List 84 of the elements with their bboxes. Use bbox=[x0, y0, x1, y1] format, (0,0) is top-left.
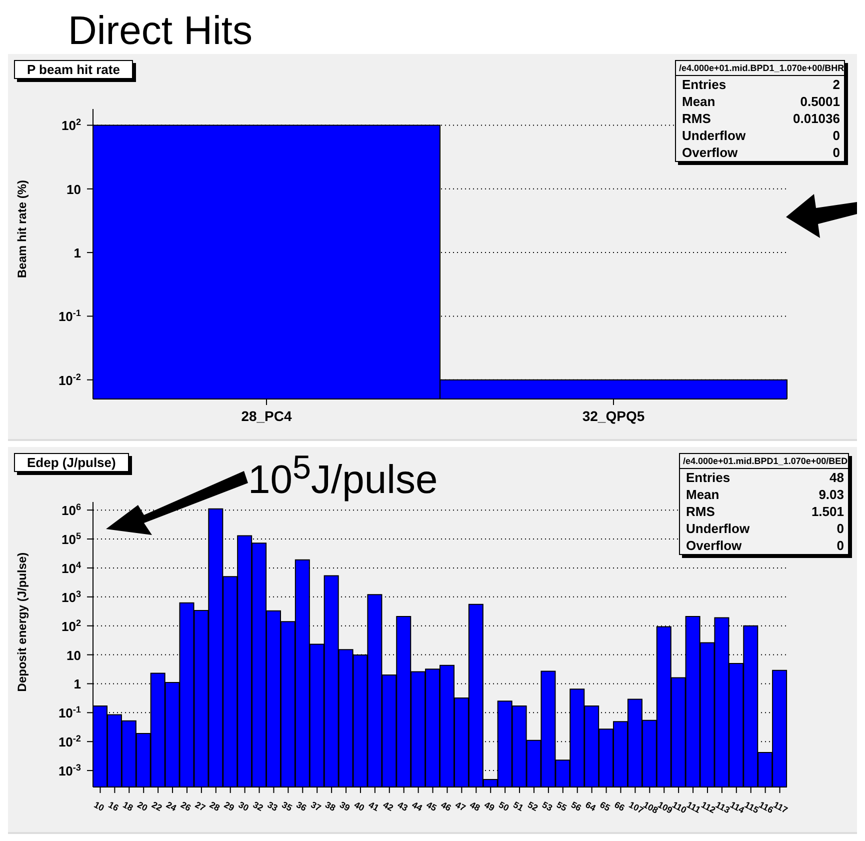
x-tick-label: 32_QPQ5 bbox=[582, 408, 645, 424]
annotation: 10$^{5}$J/pulse bbox=[248, 450, 438, 502]
x-tick-label: 53 bbox=[540, 800, 554, 814]
x-tick-label: 51 bbox=[512, 800, 526, 814]
x-tick-label: 48 bbox=[468, 800, 482, 814]
y-tick-label: 10 bbox=[66, 648, 81, 663]
x-tick-label: 30 bbox=[236, 800, 250, 814]
y-axis-title: Beam hit rate (%) bbox=[15, 180, 29, 278]
x-tick-label: 64 bbox=[584, 800, 598, 814]
y-tick-label: 1 bbox=[74, 676, 81, 692]
text: 0 bbox=[836, 537, 844, 554]
x-tick-label: 10 bbox=[92, 800, 106, 814]
x-tick-label: 38 bbox=[324, 800, 338, 814]
y-tick-label: 10$^{2}$ bbox=[61, 618, 81, 634]
x-tick-label: 44 bbox=[410, 800, 424, 814]
text: Mean bbox=[682, 93, 716, 110]
x-tick-label: 27 bbox=[193, 800, 208, 814]
y-tick-label: 10$^{-2}$ bbox=[58, 372, 81, 388]
text: Entries bbox=[682, 76, 726, 93]
x-tick-label: 22 bbox=[150, 800, 164, 814]
text: Entries bbox=[686, 469, 730, 486]
x-tick-label: 20 bbox=[136, 800, 150, 814]
x-tick-label: 24 bbox=[164, 800, 178, 814]
text: 9.03 bbox=[818, 486, 844, 503]
x-tick-label: 49 bbox=[482, 800, 496, 814]
x-tick-label: 42 bbox=[381, 800, 395, 814]
text: 48 bbox=[830, 469, 844, 486]
text: 0 bbox=[832, 144, 840, 161]
x-tick-label: 28 bbox=[208, 800, 222, 814]
annotation: Underflow bbox=[686, 520, 750, 537]
x-tick-label: 65 bbox=[598, 800, 612, 814]
text: 0.01036 bbox=[793, 110, 840, 127]
y-tick-label: 10$^{-3}$ bbox=[58, 762, 81, 779]
annotation: Overflow bbox=[682, 144, 738, 161]
text: 1.501 bbox=[811, 503, 844, 520]
y-tick-label: 10$^{-1}$ bbox=[58, 704, 81, 721]
annotation: Overflow bbox=[686, 537, 742, 554]
text: 2 bbox=[832, 76, 840, 93]
x-tick-label: 32 bbox=[251, 800, 265, 814]
text: /e4.000e+01.mid.BPD1_1.070e+00/BED bbox=[680, 454, 848, 469]
chart-title: Direct Hits bbox=[68, 9, 252, 53]
annotation: Underflow bbox=[682, 127, 746, 144]
x-tick-label: 107 bbox=[627, 800, 646, 816]
x-tick-label: 45 bbox=[424, 800, 438, 814]
annotation: RMS bbox=[682, 110, 711, 127]
y-tick-label: 10 bbox=[66, 182, 81, 197]
text: Mean bbox=[686, 486, 720, 503]
x-tick-label: 41 bbox=[366, 800, 381, 814]
x-tick-label: 46 bbox=[439, 800, 453, 814]
x-tick-label: 37 bbox=[309, 800, 323, 814]
x-tick-label: 18 bbox=[121, 800, 135, 814]
x-tick-label: 112 bbox=[700, 800, 718, 816]
x-tick-label: 36 bbox=[294, 800, 308, 814]
x-tick-label: 50 bbox=[497, 800, 511, 814]
y-tick-label: 10$^{2}$ bbox=[61, 117, 81, 134]
annotation: RMS bbox=[686, 503, 715, 520]
y-tick-label: 10$^{5}$ bbox=[61, 531, 81, 548]
y-tick-label: 10$^{-2}$ bbox=[58, 734, 81, 750]
x-tick-label: 33 bbox=[266, 800, 280, 814]
x-tick-label: 39 bbox=[338, 800, 352, 814]
x-tick-label: 66 bbox=[612, 800, 626, 814]
text: 0 bbox=[832, 127, 840, 144]
chart-subtitle: Edep (J/pulse) bbox=[27, 455, 116, 470]
x-tick-label: 28_PC4 bbox=[241, 408, 292, 424]
x-tick-label: 52 bbox=[526, 800, 540, 814]
x-tick-label: 29 bbox=[222, 800, 236, 814]
chart-subtitle: P beam hit rate bbox=[27, 62, 120, 77]
text: /e4.000e+01.mid.BPD1_1.070e+00/BHR bbox=[676, 61, 844, 76]
y-tick-label: 10$^{3}$ bbox=[61, 588, 81, 605]
x-tick-label: 26 bbox=[179, 800, 193, 814]
y-tick-label: 10$^{-1}$ bbox=[58, 308, 81, 324]
text: 0 bbox=[836, 520, 844, 537]
x-tick-label: 55 bbox=[554, 800, 568, 814]
x-tick-label: 35 bbox=[280, 800, 294, 814]
x-tick-label: 16 bbox=[106, 800, 120, 814]
y-tick-label: 10$^{6}$ bbox=[61, 502, 81, 518]
x-tick-label: 47 bbox=[454, 800, 468, 814]
y-tick-label: 10$^{4}$ bbox=[61, 560, 82, 576]
text: 0.5001 bbox=[800, 93, 840, 110]
x-tick-label: 43 bbox=[396, 800, 410, 814]
x-tick-label: 56 bbox=[569, 800, 583, 814]
y-tick-label: 1 bbox=[74, 246, 81, 261]
x-tick-label: 40 bbox=[352, 800, 366, 814]
y-axis-title: Deposit energy (J/pulse) bbox=[15, 552, 29, 692]
